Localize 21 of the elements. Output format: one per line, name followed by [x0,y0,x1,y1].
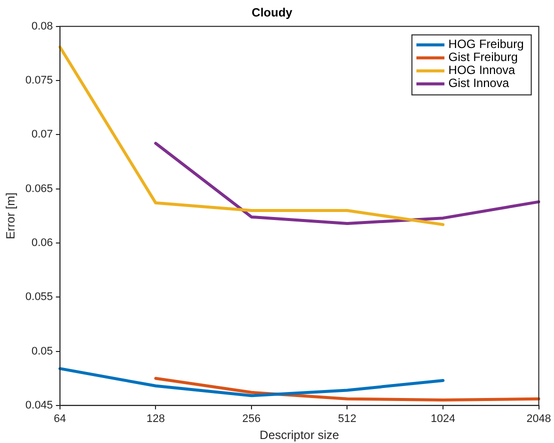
x-tick-label: 128 [146,413,165,426]
legend-label: Gist Freiburg [448,50,518,64]
y-tick-label: 0.07 [32,128,53,141]
x-tick-label: 512 [338,413,356,426]
y-tick-label: 0.065 [25,182,53,195]
x-tick-label: 1024 [430,413,456,426]
x-tick-label: 256 [242,413,261,426]
y-tick-label: 0.055 [25,291,53,304]
y-tick-label: 0.06 [32,237,53,250]
y-tick-label: 0.05 [32,345,53,358]
y-tick-label: 0.08 [32,20,53,32]
x-tick-label: 2048 [526,413,552,426]
legend-label: HOG Freiburg [448,37,524,52]
x-axis-title: Descriptor size [260,428,340,442]
y-tick-label: 0.045 [25,399,53,412]
y-tick-label: 0.075 [25,74,53,87]
y-axis-title: Error [m] [4,192,18,240]
chart-title: Cloudy [252,6,293,20]
x-tick-label: 64 [54,413,66,426]
legend-label: HOG Innova [448,63,516,78]
legend-label: Gist Innova [448,76,510,90]
